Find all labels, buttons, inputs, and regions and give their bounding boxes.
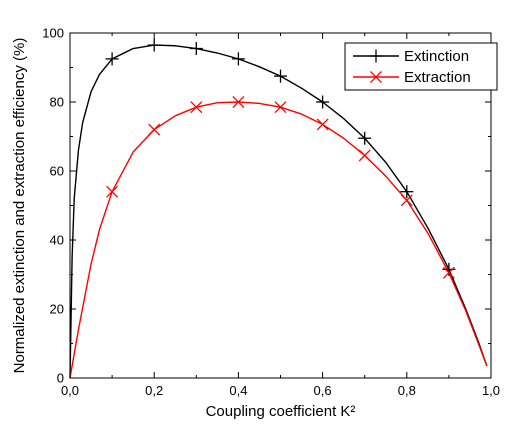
extinction-point [400,185,414,199]
extinction-point [231,52,245,66]
extinction-point [316,95,330,109]
x-tick-label: 0,2 [145,383,163,398]
extraction-point [190,101,203,114]
extraction-point [232,96,245,108]
x-tick-label: 0,0 [61,383,79,398]
x-tick-label: 1,0 [482,383,500,398]
extraction-point [316,118,329,131]
x-tick-label: 0,6 [314,383,332,398]
marker-stroke [106,185,119,198]
x-tick-label: 0,8 [398,383,416,398]
y-tick-label: 20 [50,302,64,317]
extinction-point [189,42,203,56]
legend-item-extinction: Extinction [353,48,469,65]
y-axis-title: Normalized extinction and extraction eff… [11,38,28,374]
x-axis-title: Coupling coefficient K² [206,403,356,420]
legend-marker-extinction [369,49,383,63]
y-axis-ticks: 0 20 40 60 80 100 [42,26,491,386]
extinction-point [105,52,119,66]
marker-stroke [442,266,455,279]
legend-item-extraction: Extraction [353,69,471,86]
extraction-point [274,101,287,114]
extraction-point [106,185,119,198]
x-tick-label: 0,4 [229,383,247,398]
extinction-point [274,69,287,83]
extraction-point [148,123,161,136]
legend-marker-extraction [370,71,382,83]
y-tick-label: 80 [50,95,64,110]
marker-stroke [232,96,245,108]
series-markers [105,38,456,279]
marker-stroke [148,123,161,136]
marker-stroke [274,101,287,114]
extraction-point [400,194,413,207]
extinction-point [358,131,372,145]
extraction-curve [69,101,488,379]
extinction-point [147,38,161,52]
y-tick-label: 60 [50,164,64,179]
extraction-point [442,266,455,279]
legend: Extinction Extraction [344,42,498,91]
marker-stroke [316,118,329,131]
legend-items: Extinction Extraction [353,48,471,86]
marker-stroke [358,149,371,162]
marker-stroke [400,194,413,207]
y-tick-label: 0 [57,371,64,386]
y-tick-label: 100 [42,26,64,41]
legend-label-extinction: Extinction [404,48,469,65]
extraction-point [358,149,371,162]
x-axis-ticks: 0,0 0,2 0,4 0,6 0,8 1,0 [61,33,500,398]
y-tick-label: 40 [50,233,64,248]
marker-stroke [370,71,382,83]
marker-stroke [190,101,203,114]
legend-label-extraction: Extraction [404,69,471,86]
